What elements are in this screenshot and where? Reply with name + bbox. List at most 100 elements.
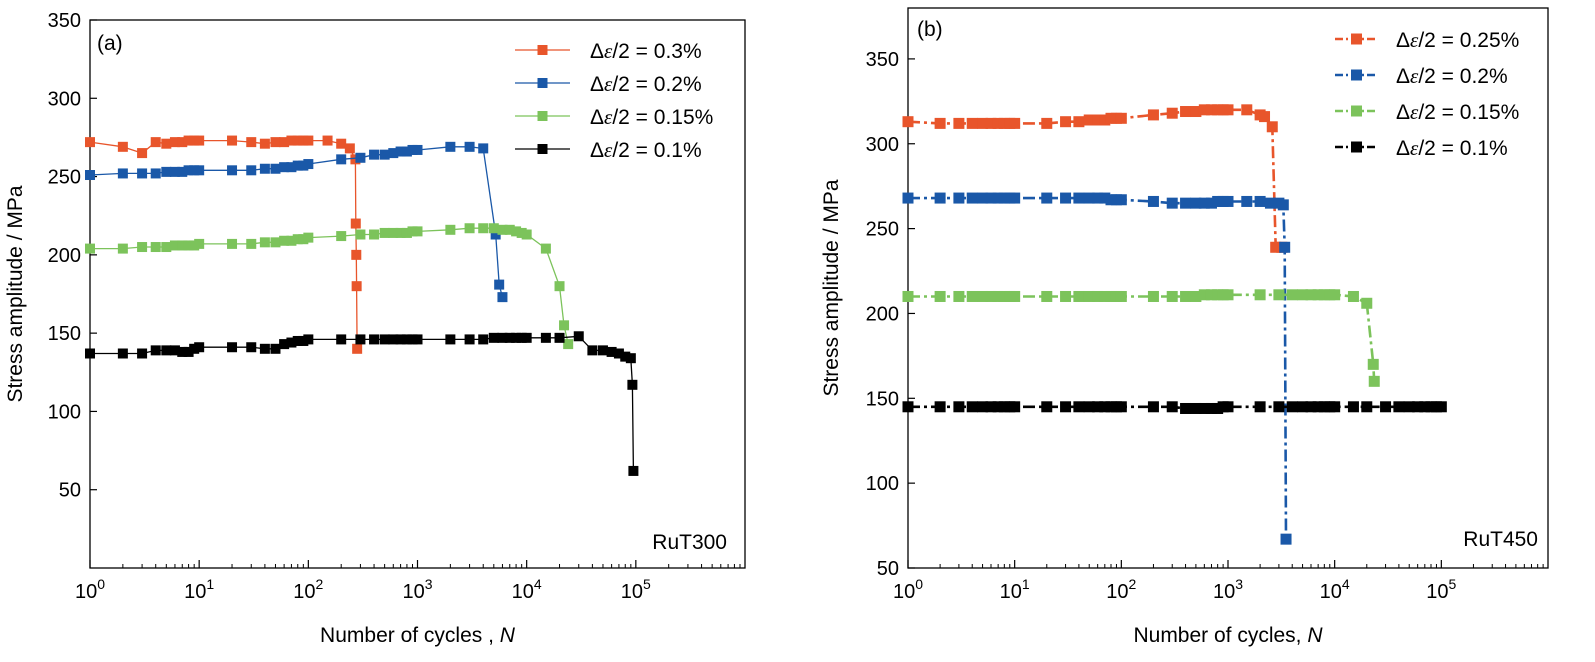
legend-label-text: /2 = 0.1% (1418, 137, 1507, 160)
legend-label-delta: Δ (590, 73, 604, 96)
data-point-marker (259, 138, 270, 149)
x-tick-base: 10 (1320, 581, 1342, 603)
data-point-marker (1166, 290, 1178, 302)
data-point-marker (227, 135, 238, 146)
data-point-marker (117, 243, 128, 254)
x-tick-base: 10 (75, 581, 97, 603)
x-tick-exponent: 0 (915, 576, 923, 592)
data-point-marker (521, 229, 532, 240)
legend-label: Δε/2 = 0.1% (1396, 136, 1508, 160)
data-point-marker (286, 235, 297, 246)
data-point-marker (85, 137, 95, 148)
data-point-marker (369, 149, 380, 160)
data-point-marker (1180, 106, 1192, 118)
data-point-marker (137, 148, 148, 159)
data-point-marker (279, 339, 290, 350)
data-point-marker (1009, 192, 1021, 204)
x-tick-exponent: 5 (1449, 576, 1457, 592)
data-point-marker (161, 166, 172, 177)
data-point-marker (554, 281, 565, 292)
data-point-marker (401, 146, 412, 157)
data-point-marker (169, 345, 180, 356)
legend-entry: Δε/2 = 0.15% (515, 105, 713, 129)
data-point-marker (1147, 195, 1159, 207)
data-point-marker (227, 165, 238, 176)
data-point-marker (1190, 197, 1202, 209)
data-point-marker (1083, 114, 1095, 126)
y-tick-label: 200 (48, 245, 81, 267)
data-point-marker (303, 135, 314, 146)
legend-marker (537, 144, 548, 154)
x-tick-label: 100 (893, 576, 923, 603)
legend-marker (1351, 69, 1362, 81)
data-point-marker (1222, 289, 1234, 301)
y-tick-label: 300 (866, 134, 899, 156)
data-point-marker (352, 343, 363, 354)
data-point-marker (246, 137, 257, 148)
data-point-marker (464, 141, 475, 152)
data-point-marker (1190, 402, 1202, 414)
legend-label-delta: Δ (1396, 65, 1410, 88)
data-point-marker (620, 351, 631, 362)
data-point-marker (292, 234, 303, 245)
data-point-marker (388, 227, 399, 238)
series-1 (85, 141, 508, 303)
legend-label-delta: Δ (1396, 101, 1410, 124)
data-point-marker (246, 342, 257, 353)
y-tick-label: 100 (866, 473, 899, 495)
data-point-marker (1180, 402, 1192, 414)
data-point-marker (117, 168, 128, 179)
data-point-marker (85, 348, 95, 359)
data-point-marker (1273, 289, 1285, 301)
legend-label-text: /2 = 0.2% (1418, 65, 1507, 88)
legend-marker (1351, 33, 1362, 45)
series-line (908, 293, 1376, 382)
data-point-marker (1147, 290, 1159, 302)
data-point-marker (1198, 197, 1210, 209)
legend-label: Δε/2 = 0.3% (590, 39, 702, 63)
data-point-marker (1361, 297, 1373, 309)
legend-label-var: ε (1410, 28, 1419, 52)
data-point-marker (1205, 289, 1217, 301)
legend-label-delta: Δ (1396, 29, 1410, 52)
data-point-marker (270, 137, 281, 148)
data-point-marker (1273, 401, 1285, 413)
x-tick-exponent: 1 (206, 576, 214, 592)
data-point-marker (412, 334, 423, 345)
data-point-marker (1190, 106, 1202, 118)
data-point-marker (177, 166, 188, 177)
data-point-marker (1254, 401, 1266, 413)
plot-frame (89, 19, 746, 569)
data-point-marker (478, 223, 489, 234)
data-point-marker (1009, 117, 1021, 129)
data-point-marker (303, 159, 314, 170)
data-point-marker (1198, 289, 1210, 301)
data-point-marker (259, 163, 270, 174)
series-line (907, 108, 1282, 249)
x-tick-base: 10 (1213, 581, 1235, 603)
y-tick-label: 150 (866, 388, 899, 410)
legend-label: Δε/2 = 0.25% (1396, 28, 1519, 52)
series-1 (902, 192, 1292, 545)
data-point-marker (1419, 401, 1431, 413)
data-point-marker (270, 343, 281, 354)
series-line (89, 139, 358, 349)
data-point-marker (953, 117, 965, 129)
x-tick-label: 103 (1213, 576, 1243, 603)
series-line (90, 335, 635, 471)
data-point-marker (554, 332, 565, 343)
data-point-marker (85, 243, 95, 254)
legend-label-delta: Δ (590, 106, 604, 129)
data-point-marker (279, 137, 290, 148)
legend-label: Δε/2 = 0.15% (590, 105, 713, 129)
data-point-marker (227, 238, 238, 249)
series-2 (902, 289, 1380, 387)
data-point-marker (1009, 401, 1021, 413)
data-point-marker (1259, 111, 1271, 123)
data-point-marker (1099, 401, 1111, 413)
x-tick-label: 104 (1320, 576, 1350, 603)
data-point-marker (1041, 117, 1053, 129)
data-point-marker (985, 117, 997, 129)
